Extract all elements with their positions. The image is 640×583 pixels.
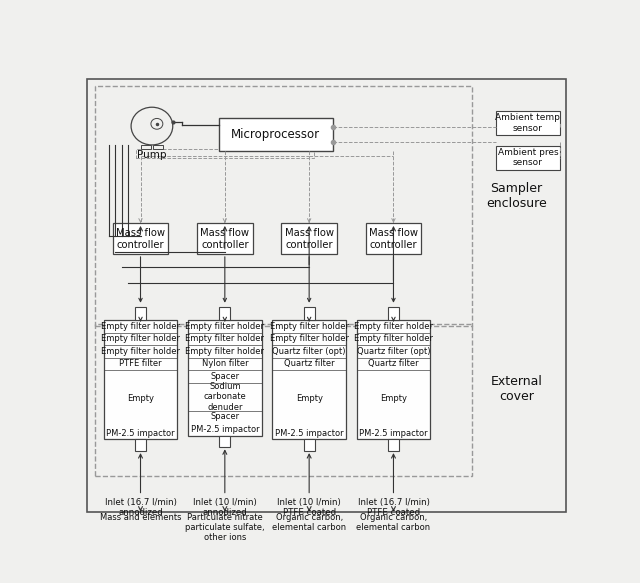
Text: Empty filter holder: Empty filter holder: [101, 335, 180, 343]
Text: Empty filter holder: Empty filter holder: [354, 322, 433, 331]
Text: Empty: Empty: [127, 394, 154, 403]
Text: Ambient temp
sensor: Ambient temp sensor: [495, 114, 561, 133]
Text: Quartz filter: Quartz filter: [368, 360, 419, 368]
Text: Empty filter holder: Empty filter holder: [186, 347, 264, 356]
Text: Spacer: Spacer: [211, 412, 239, 422]
Bar: [220, 436, 230, 447]
Text: Quartz filter (opt): Quartz filter (opt): [356, 347, 430, 356]
Bar: [282, 223, 337, 254]
Text: Inlet (16.7 l/min)
PTFE coated: Inlet (16.7 l/min) PTFE coated: [358, 498, 429, 517]
Text: Spacer: Spacer: [211, 372, 239, 381]
Text: Empty filter holder: Empty filter holder: [269, 322, 349, 331]
Bar: [104, 320, 177, 440]
Text: Inlet (10 l/min)
annodized: Inlet (10 l/min) annodized: [193, 498, 257, 517]
Text: PM-2.5 impactor: PM-2.5 impactor: [106, 429, 175, 438]
Text: Mass flow
controller: Mass flow controller: [200, 228, 250, 250]
Text: Particulate nitrate
particulate sulfate,
other ions: Particulate nitrate particulate sulfate,…: [185, 512, 265, 542]
Text: PM-2.5 impactor: PM-2.5 impactor: [275, 429, 344, 438]
Bar: [188, 320, 262, 436]
Text: Empty filter holder: Empty filter holder: [186, 322, 264, 331]
Bar: [95, 324, 472, 476]
Bar: [495, 146, 560, 170]
Text: Mass flow
controller: Mass flow controller: [369, 228, 418, 250]
Bar: [220, 307, 230, 320]
Text: Inlet (10 l/min)
PTFE coated: Inlet (10 l/min) PTFE coated: [277, 498, 341, 517]
Bar: [135, 307, 146, 320]
Text: Pump: Pump: [137, 150, 166, 160]
Bar: [136, 149, 314, 159]
Text: Empty filter holder: Empty filter holder: [101, 347, 180, 356]
Bar: [388, 440, 399, 451]
Text: Sampler
enclosure: Sampler enclosure: [486, 182, 547, 210]
Text: Mass flow
controller: Mass flow controller: [285, 228, 333, 250]
Text: Empty filter holder: Empty filter holder: [269, 335, 349, 343]
Text: Quartz filter: Quartz filter: [284, 360, 335, 368]
Text: PM-2.5 impactor: PM-2.5 impactor: [191, 425, 259, 434]
Text: Quartz filter (opt): Quartz filter (opt): [273, 347, 346, 356]
Text: Nylon filter: Nylon filter: [202, 360, 248, 368]
Text: Mass flow
controller: Mass flow controller: [116, 228, 165, 250]
Text: Empty: Empty: [296, 394, 323, 403]
Text: Ambient pres
sensor: Ambient pres sensor: [497, 148, 558, 167]
Bar: [113, 223, 168, 254]
Text: PTFE filter: PTFE filter: [119, 360, 162, 368]
Bar: [356, 320, 430, 440]
Text: PM-2.5 impactor: PM-2.5 impactor: [359, 429, 428, 438]
Text: Empty filter holder: Empty filter holder: [354, 335, 433, 343]
Text: Inlet (16.7 l/min)
annodized: Inlet (16.7 l/min) annodized: [104, 498, 177, 517]
Bar: [304, 440, 315, 451]
Bar: [365, 223, 421, 254]
Text: Empty filter holder: Empty filter holder: [186, 335, 264, 343]
Text: Empty filter holder: Empty filter holder: [101, 322, 180, 331]
Bar: [495, 111, 560, 135]
Text: Sodium
carbonate
denuder: Sodium carbonate denuder: [204, 382, 246, 412]
Bar: [135, 440, 146, 451]
Text: Microprocessor: Microprocessor: [231, 128, 321, 141]
Bar: [273, 320, 346, 440]
Bar: [141, 145, 151, 149]
Text: Organic carbon,
elemental carbon: Organic carbon, elemental carbon: [356, 512, 431, 532]
Bar: [197, 223, 253, 254]
Bar: [388, 307, 399, 320]
Bar: [153, 145, 163, 149]
Bar: [95, 86, 472, 326]
Bar: [219, 118, 333, 151]
Text: Empty: Empty: [380, 394, 407, 403]
Text: Mass and elements: Mass and elements: [100, 512, 181, 522]
Text: Organic carbon,
elemental carbon: Organic carbon, elemental carbon: [272, 512, 346, 532]
Text: External
cover: External cover: [490, 375, 543, 403]
Bar: [304, 307, 315, 320]
